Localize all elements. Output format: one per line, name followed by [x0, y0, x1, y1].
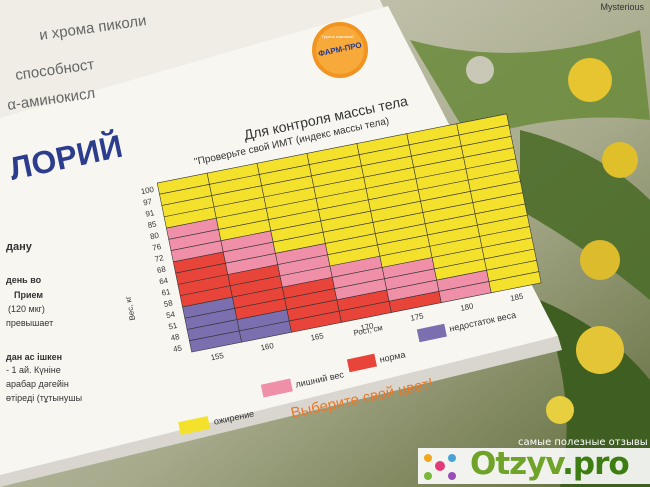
svg-text:- 1 ай. Күніне: - 1 ай. Күніне — [6, 365, 61, 375]
watermark-brand-name: Otzyv — [470, 446, 563, 482]
y-tick-label: 100 — [140, 185, 155, 197]
y-tick-label: 72 — [154, 253, 164, 264]
y-tick-label: 64 — [159, 276, 170, 287]
legend-swatch — [346, 353, 377, 373]
otzyv-logo-icon — [418, 448, 650, 484]
svg-text:дану: дану — [6, 241, 33, 253]
x-tick-label: 185 — [509, 292, 524, 304]
x-tick-label: 180 — [460, 301, 475, 313]
y-tick-label: 58 — [163, 298, 174, 309]
y-tick-label: 91 — [145, 208, 156, 219]
watermark-tagline: самые полезные отзывы — [518, 437, 648, 448]
chart-cells — [156, 113, 542, 353]
y-tick-label: 48 — [170, 332, 181, 343]
y-tick-label: 76 — [152, 242, 163, 253]
legend-swatch — [416, 323, 447, 343]
y-tick-label: 85 — [147, 219, 158, 230]
svg-text:дан ас ішкен: дан ас ішкен — [6, 352, 62, 362]
left-side-text: дану день во Прием (120 мкг) превышает д… — [6, 241, 82, 403]
photo-source-label: Mysterious — [600, 2, 644, 12]
svg-text:Прием: Прием — [14, 290, 43, 300]
x-tick-label: 165 — [310, 331, 325, 343]
y-tick-label: 97 — [142, 197, 152, 208]
chart-cell — [488, 271, 542, 294]
background-foliage — [50, 0, 650, 487]
svg-text:день во: день во — [6, 275, 42, 285]
y-tick-label: 68 — [156, 264, 167, 275]
x-tick-label: 155 — [210, 351, 225, 363]
svg-text:өтіреді (тұтынушы: өтіреді (тұтынушы — [6, 393, 82, 403]
legend-swatch — [260, 378, 293, 398]
x-axis-ticks: 155 160 165 170 175 180 185 — [210, 292, 525, 363]
logo-top-text: Группа компаний — [322, 34, 354, 39]
x-tick-label: 170 — [360, 321, 375, 333]
y-tick-label: 51 — [168, 321, 179, 332]
pharm-pro-logo: Группа компаний ФАРМ-ПРО — [312, 22, 368, 78]
y-tick-label: 80 — [149, 231, 160, 242]
y-tick-label: 61 — [161, 287, 172, 298]
legend-swatch — [178, 416, 211, 436]
svg-text:арабар дәгейін: арабар дәгейін — [6, 379, 69, 389]
x-tick-label: 160 — [260, 341, 275, 353]
svg-text:(120 мкг): (120 мкг) — [8, 304, 45, 314]
y-tick-label: 45 — [172, 343, 183, 354]
svg-text:превышает: превышает — [6, 318, 53, 328]
y-tick-label: 54 — [165, 309, 176, 320]
watermark-brand-tld: .pro — [562, 446, 630, 482]
watermark-brand: Otzyv.pro — [470, 446, 630, 482]
x-tick-label: 175 — [410, 311, 425, 323]
